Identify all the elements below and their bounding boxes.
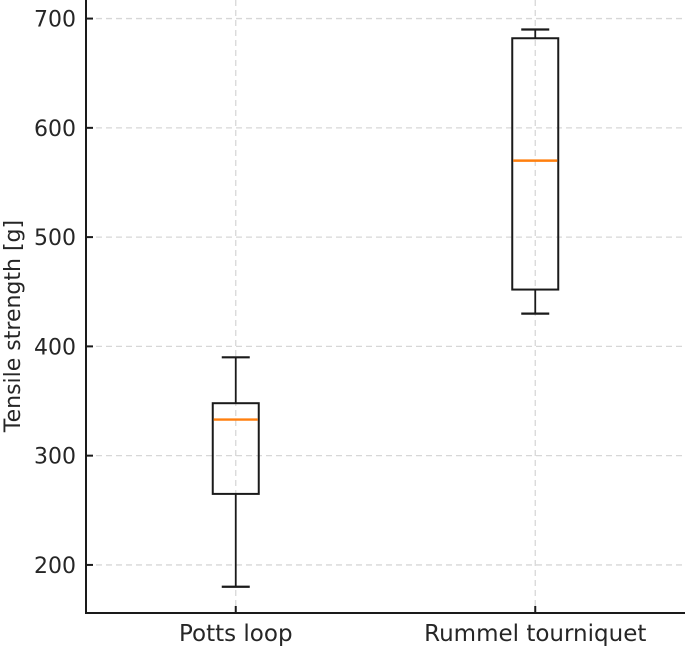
y-tick-label: 700 xyxy=(34,8,76,33)
x-category-label: Potts loop xyxy=(179,621,293,647)
y-tick-label: 200 xyxy=(34,554,76,579)
y-tick-label: 400 xyxy=(34,335,76,360)
x-category-label: Rummel tourniquet xyxy=(424,621,646,647)
y-tick-label: 600 xyxy=(34,117,76,142)
box-rect xyxy=(511,37,560,291)
y-tick-label: 300 xyxy=(34,445,76,470)
y-tick-label: 500 xyxy=(34,226,76,251)
box-rect xyxy=(211,402,260,495)
y-axis-title: Tensile strength [g] xyxy=(1,220,26,433)
